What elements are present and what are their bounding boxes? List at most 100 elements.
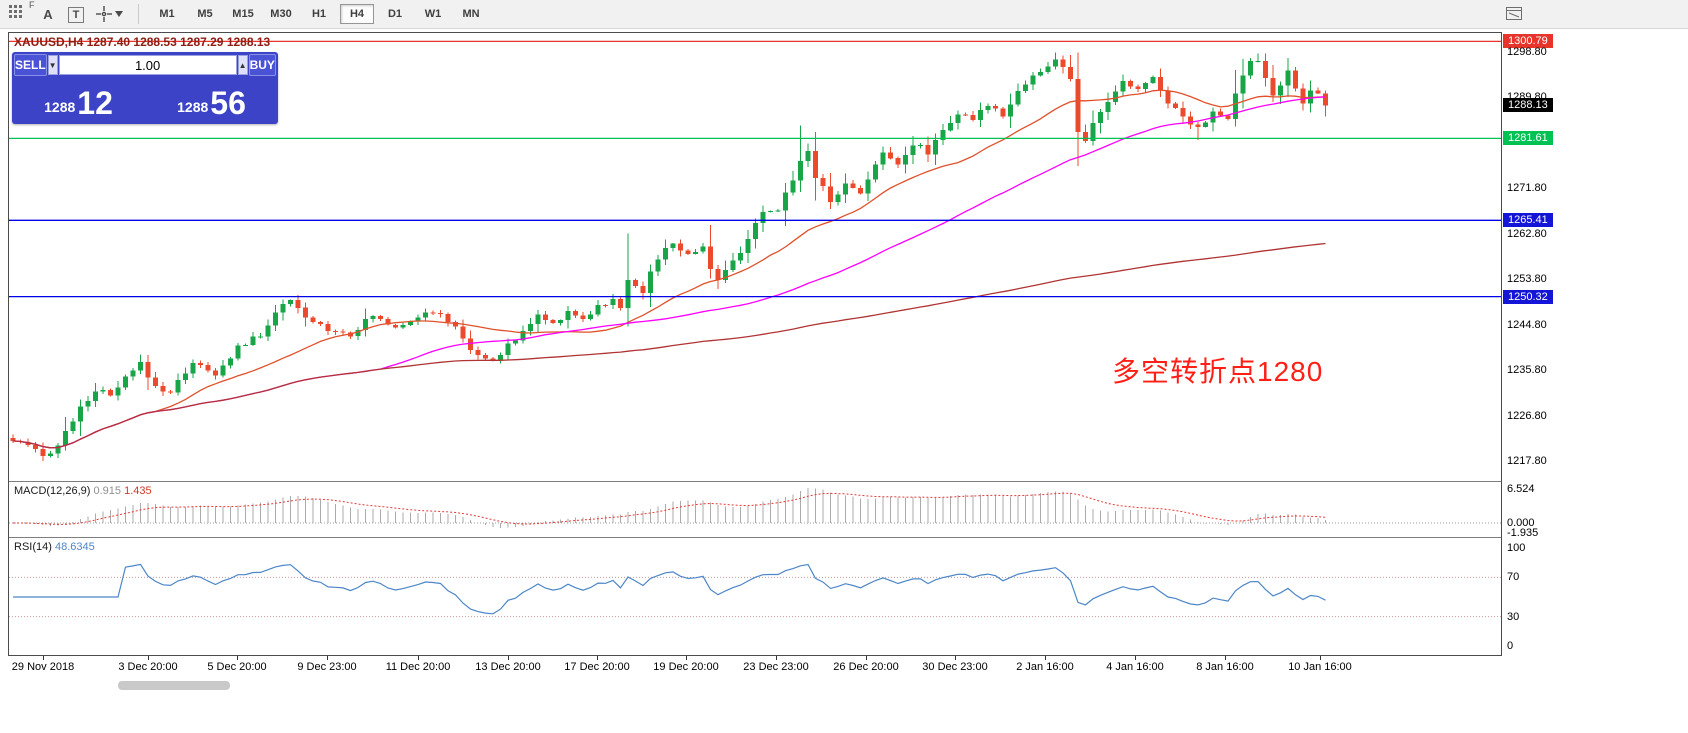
time-label: 10 Jan 16:00 — [1288, 661, 1352, 673]
price-tick-1217.80: 1217.80 — [1507, 455, 1547, 467]
time-label: 26 Dec 20:00 — [833, 661, 899, 673]
time-label: 29 Nov 2018 — [11, 661, 75, 673]
time-tick — [866, 656, 867, 660]
lot-size-input[interactable] — [58, 55, 237, 75]
toolbar: F A T M1 M5 M15 M30 H1 H4 D1 W1 MN — [0, 0, 1688, 29]
timeframe-mn[interactable]: MN — [462, 8, 480, 20]
price-tick-1235.80: 1235.80 — [1507, 364, 1547, 376]
sell-price[interactable]: 1288 12 — [12, 76, 145, 122]
moving-average-50[interactable] — [12, 96, 1326, 449]
buy-price[interactable]: 1288 56 — [145, 76, 278, 122]
time-label: 13 Dec 20:00 — [475, 661, 541, 673]
macd-scale-6.524: 6.524 — [1507, 483, 1535, 495]
macd-panel[interactable] — [9, 482, 1501, 537]
price-badge-1288.13: 1288.13 — [1503, 98, 1553, 112]
chart-window-icon[interactable] — [1506, 7, 1522, 20]
time-tick — [597, 656, 598, 660]
moving-average-200[interactable] — [12, 242, 1326, 449]
macd-label: MACD(12,26,9) 0.915 1.435 — [14, 485, 152, 497]
timeframe-buttons: M1 M5 M15 M30 H1 H4 D1 W1 MN — [148, 4, 490, 24]
sell-button[interactable]: SELL — [14, 54, 47, 76]
horizontal-scrollbar-thumb[interactable] — [118, 681, 230, 690]
timeframe-h1[interactable]: H1 — [311, 8, 327, 20]
timeframe-w1[interactable]: W1 — [424, 8, 442, 20]
price-badge-1250.32: 1250.32 — [1503, 290, 1553, 304]
time-tick — [148, 656, 149, 660]
rsi-panel[interactable] — [9, 538, 1501, 655]
one-click-trading-panel: SELL ▼ ▲ BUY 1288 12 1288 56 — [12, 52, 278, 124]
rsi-scale-100: 100 — [1507, 542, 1526, 554]
panel-separator[interactable] — [9, 537, 1501, 538]
time-label: 8 Jan 16:00 — [1196, 661, 1254, 673]
price-tick-1244.80: 1244.80 — [1507, 319, 1547, 331]
timeframe-m15[interactable]: M15 — [232, 8, 254, 20]
time-label: 23 Dec 23:00 — [743, 661, 809, 673]
time-tick — [327, 656, 328, 660]
time-tick — [686, 656, 687, 660]
chevron-down-icon[interactable] — [115, 11, 123, 17]
macd-signal-value: 1.435 — [124, 485, 152, 497]
toolbar-separator — [138, 4, 139, 24]
text-tool[interactable]: T — [68, 7, 84, 23]
crosshair-tool-icon[interactable] — [96, 6, 112, 22]
time-label: 30 Dec 23:00 — [922, 661, 988, 673]
lot-decrease-button[interactable]: ▼ — [47, 55, 58, 75]
timeframe-h4[interactable]: H4 — [340, 4, 374, 24]
buy-button[interactable]: BUY — [248, 54, 276, 76]
rsi-line — [13, 563, 1326, 615]
rsi-name: RSI(14) — [14, 541, 52, 553]
buy-price-small: 1288 — [177, 99, 209, 115]
time-label: 3 Dec 20:00 — [118, 661, 178, 673]
rsi-label: RSI(14) 48.6345 — [14, 541, 95, 553]
grid-dots-icon[interactable] — [8, 4, 24, 20]
time-tick — [1045, 656, 1046, 660]
time-tick — [43, 656, 44, 660]
rsi-scale-30: 30 — [1507, 611, 1520, 623]
text-label-tool[interactable]: A — [43, 6, 53, 22]
timeframe-m1[interactable]: M1 — [159, 8, 175, 20]
price-badge-1300.79: 1300.79 — [1503, 34, 1553, 48]
price-tick-1298.80: 1298.80 — [1507, 46, 1547, 58]
time-tick — [508, 656, 509, 660]
moving-average-20[interactable] — [12, 89, 1326, 449]
price-tick-1253.80: 1253.80 — [1507, 273, 1547, 285]
trade-controls-row: SELL ▼ ▲ BUY — [12, 52, 278, 76]
timeframe-m30[interactable]: M30 — [270, 8, 292, 20]
candles — [10, 52, 1328, 461]
time-label: 11 Dec 20:00 — [385, 661, 451, 673]
time-tick — [1225, 656, 1226, 660]
time-tick — [237, 656, 238, 660]
time-tick — [955, 656, 956, 660]
rsi-value: 48.6345 — [54, 541, 95, 553]
sell-price-big: 12 — [77, 85, 113, 121]
chart-annotation-text[interactable]: 多空转折点1280 — [1112, 356, 1324, 387]
lot-increase-button[interactable]: ▲ — [237, 55, 248, 75]
macd-scale-0.000: 0.000 — [1507, 517, 1535, 529]
timeframe-m5[interactable]: M5 — [197, 8, 213, 20]
menu-fragment: F — [29, 0, 35, 10]
panel-separator[interactable] — [9, 481, 1501, 482]
chart-frame — [8, 32, 1502, 656]
time-tick — [776, 656, 777, 660]
timeframe-d1[interactable]: D1 — [387, 8, 403, 20]
price-tick-1226.80: 1226.80 — [1507, 410, 1547, 422]
price-tick-1271.80: 1271.80 — [1507, 182, 1547, 194]
candlestick-chart[interactable] — [9, 33, 1501, 481]
trade-prices-row: 1288 12 1288 56 — [12, 76, 278, 122]
time-label: 9 Dec 23:00 — [297, 661, 357, 673]
chart-title: XAUUSD,H4 1287.40 1288.53 1287.29 1288.1… — [14, 35, 271, 49]
time-tick — [1135, 656, 1136, 660]
time-label: 2 Jan 16:00 — [1016, 661, 1074, 673]
time-label: 17 Dec 20:00 — [564, 661, 630, 673]
price-badge-1265.41: 1265.41 — [1503, 213, 1553, 227]
price-tick-1262.80: 1262.80 — [1507, 228, 1547, 240]
macd-scale--1.935: -1.935 — [1507, 527, 1539, 539]
rsi-scale-70: 70 — [1507, 571, 1520, 583]
macd-histogram — [20, 488, 1326, 528]
time-tick — [418, 656, 419, 660]
price-badge-1281.61: 1281.61 — [1503, 131, 1553, 145]
macd-name: MACD(12,26,9) — [14, 485, 91, 497]
macd-signal-line — [13, 492, 1326, 525]
rsi-scale-0: 0 — [1507, 640, 1514, 652]
